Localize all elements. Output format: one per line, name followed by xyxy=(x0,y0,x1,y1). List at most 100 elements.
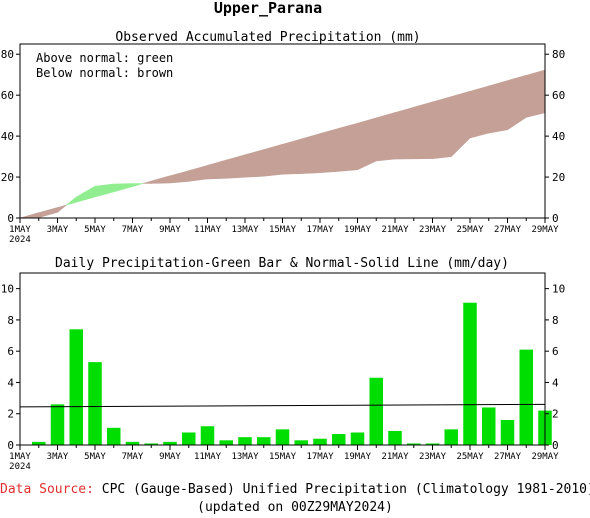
below-normal-area xyxy=(375,112,396,162)
bottom-ytick-label-left: 6 xyxy=(7,345,14,358)
daily-precip-bar xyxy=(444,429,458,445)
daily-precip-bar xyxy=(238,437,252,445)
bottom-xtick-label: 19MAY xyxy=(344,452,372,462)
bottom-xtick-label: 23MAY xyxy=(419,452,447,462)
bottom-ytick-label-left: 10 xyxy=(1,283,14,296)
daily-precip-bar xyxy=(257,437,271,445)
bottom-xtick-label: 9MAY xyxy=(159,452,181,462)
bottom-xtick-label: 17MAY xyxy=(306,452,334,462)
bottom-chart-bars xyxy=(19,302,552,445)
daily-precip-bar xyxy=(313,438,327,445)
below-normal-area xyxy=(263,143,283,177)
below-normal-area xyxy=(450,90,471,158)
data-source-text: CPC (Gauge-Based) Unified Precipitation … xyxy=(101,482,590,497)
below-normal-area xyxy=(469,85,490,139)
daily-precip-bar xyxy=(125,441,140,445)
daily-precip-bar xyxy=(275,429,290,445)
above-normal-area xyxy=(94,183,115,198)
top-xtick-label: 19MAY xyxy=(344,225,372,235)
below-normal-area xyxy=(19,212,40,219)
bottom-xtick-label: 5MAY xyxy=(84,452,106,462)
below-normal-area xyxy=(169,170,190,184)
top-ytick-label-right: 60 xyxy=(552,89,565,102)
top-ytick-label-left: 80 xyxy=(1,48,14,61)
daily-precip-bar xyxy=(88,362,102,445)
daily-precip-bar xyxy=(482,407,496,445)
top-xtick-label: 17MAY xyxy=(306,225,334,235)
below-normal-area xyxy=(525,69,546,118)
above-normal-area xyxy=(113,183,133,193)
bottom-ytick-label-right: 4 xyxy=(552,376,559,389)
daily-precip-chart: Daily Precipitation-Green Bar & Normal-S… xyxy=(1,256,566,472)
top-ytick-label-left: 0 xyxy=(7,212,14,225)
daily-precip-bar xyxy=(350,432,365,445)
top-ytick-label-left: 40 xyxy=(1,130,14,143)
figure-title: Upper_Parana xyxy=(214,0,322,17)
top-xtick-label: 5MAY xyxy=(84,225,106,235)
below-normal-area xyxy=(357,117,377,171)
top-xtick-label: 7MAY xyxy=(122,225,144,235)
bottom-xtick-label: 7MAY xyxy=(122,452,144,462)
daily-precip-bar xyxy=(425,443,440,445)
data-source-line: Data Source: CPC (Gauge-Based) Unified P… xyxy=(0,482,590,497)
bottom-chart-title: Daily Precipitation-Green Bar & Normal-S… xyxy=(55,256,509,271)
bottom-xtick-label: 11MAY xyxy=(194,452,222,462)
top-ytick-label-right: 20 xyxy=(552,171,565,184)
below-normal-area xyxy=(282,138,302,175)
legend-below: Below normal: brown xyxy=(36,66,173,80)
top-chart-axes: 0 0 20 20 40 40 60 60 80 80 1MAY 3MAY 5MAY 7MAY 9MAY 11… xyxy=(1,48,566,245)
below-normal-area xyxy=(244,149,265,178)
bottom-ytick-label-left: 0 xyxy=(7,439,14,452)
top-xtick-label: 15MAY xyxy=(269,225,297,235)
daily-precip-bar xyxy=(182,432,196,445)
legend-above: Above normal: green xyxy=(36,51,173,65)
daily-precip-bar xyxy=(332,434,346,445)
top-ytick-label-left: 20 xyxy=(1,171,14,184)
top-ytick-label-left: 60 xyxy=(1,89,14,102)
daily-precip-bar xyxy=(144,443,158,445)
top-xtick-label: 29MAY xyxy=(531,225,559,235)
top-xtick-label: 25MAY xyxy=(456,225,484,235)
bottom-xtick-label: 1MAY xyxy=(9,452,31,462)
daily-precip-bar xyxy=(200,426,215,445)
below-normal-area xyxy=(413,101,433,160)
above-normal-area xyxy=(75,185,96,203)
accumulated-precip-chart: Observed Accumulated Precipitation (mm) … xyxy=(1,30,566,245)
daily-precip-bar xyxy=(500,419,515,445)
top-chart-title: Observed Accumulated Precipitation (mm) xyxy=(115,30,420,45)
top-year-label: 2024 xyxy=(9,235,31,245)
top-xtick-label: 21MAY xyxy=(381,225,409,235)
bottom-year-label: 2024 xyxy=(9,462,31,472)
top-xtick-label: 23MAY xyxy=(419,225,447,235)
daily-precip-bar xyxy=(463,302,477,445)
daily-precip-bar xyxy=(519,349,533,445)
daily-precip-bar xyxy=(69,329,83,445)
above-normal-area xyxy=(66,196,77,206)
daily-precip-bar xyxy=(219,440,233,445)
data-source-label: Data Source: xyxy=(0,482,94,497)
top-chart-areas xyxy=(19,69,546,219)
top-xtick-label: 1MAY xyxy=(9,225,31,235)
below-normal-area xyxy=(188,164,208,182)
top-xtick-label: 11MAY xyxy=(194,225,222,235)
daily-precip-bar xyxy=(407,443,421,445)
bottom-ytick-label-left: 2 xyxy=(7,408,14,421)
bottom-xtick-label: 3MAY xyxy=(47,452,69,462)
bottom-ytick-label-left: 8 xyxy=(7,314,14,327)
daily-precip-bar xyxy=(32,441,46,445)
normal-line xyxy=(19,403,546,408)
updated-line: (updated on 00Z29MAY2024) xyxy=(197,500,393,515)
bottom-xtick-label: 21MAY xyxy=(381,452,409,462)
bottom-ytick-label-left: 4 xyxy=(7,376,14,389)
bottom-xtick-label: 25MAY xyxy=(456,452,484,462)
bottom-xtick-label: 13MAY xyxy=(231,452,259,462)
below-normal-area xyxy=(300,133,321,174)
below-normal-area xyxy=(57,204,67,213)
bottom-ytick-label-right: 2 xyxy=(552,408,559,421)
bottom-chart-axes: 0 0 2 2 4 4 6 6 8 8 10 10 1MAY 3MAY 5MAY 7MAY 9MAY 11MAY 1… xyxy=(1,283,566,472)
below-normal-area xyxy=(150,175,171,184)
bottom-xtick-label: 29MAY xyxy=(531,452,559,462)
below-normal-area xyxy=(394,106,415,160)
bottom-xtick-label: 27MAY xyxy=(494,452,522,462)
